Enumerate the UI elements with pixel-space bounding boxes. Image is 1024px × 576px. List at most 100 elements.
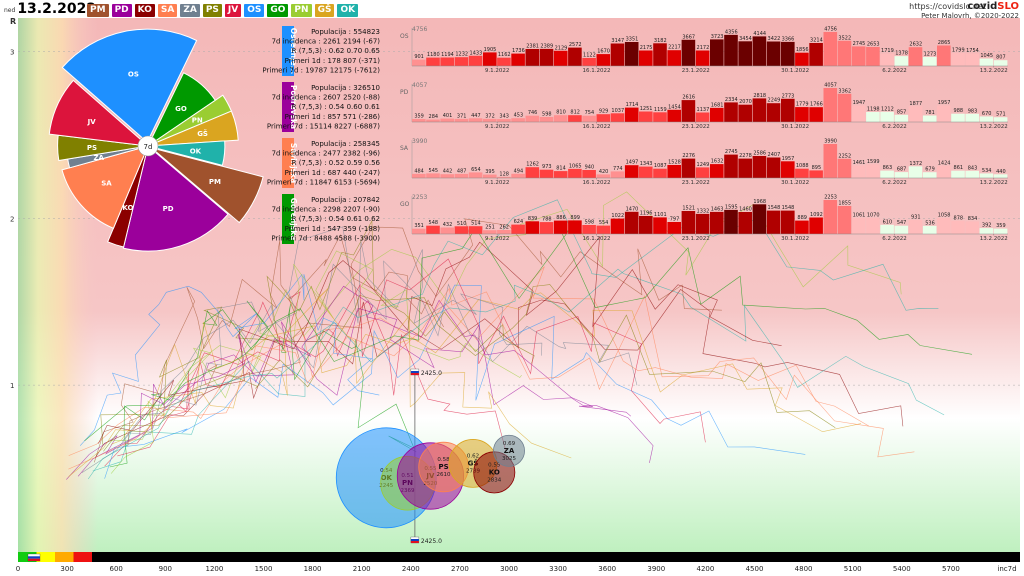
region-bar-label: 1262: [526, 162, 539, 168]
region-label: Osrednje...: [289, 28, 298, 75]
region-bar: [511, 53, 525, 66]
region-bar: [724, 154, 738, 178]
region-bar-label: 2217: [668, 45, 681, 51]
region-bar: [568, 220, 582, 234]
trajectory-line: [92, 268, 945, 472]
region-bar: [993, 228, 1008, 234]
region-bar: [937, 165, 951, 178]
legend-item-GŠ[interactable]: GŠ: [314, 4, 335, 17]
legend-item-PD[interactable]: PD: [111, 4, 132, 17]
region-bar-label: 1595: [725, 204, 738, 210]
region-bar: [610, 218, 625, 234]
region-date-label: 13.2.2022: [980, 68, 1008, 74]
region-bar-label: 2381: [526, 44, 539, 50]
region-bar: [937, 105, 951, 122]
region-stat: R (7,5,3) : 0.62 0.70 0.65: [292, 47, 380, 55]
region-bar-label: 1137: [697, 107, 710, 113]
site-url[interactable]: https://covidslo.net: [909, 2, 986, 11]
legend-item-PM[interactable]: PM: [87, 4, 109, 17]
region-bar-label: 3214: [810, 38, 823, 44]
region-bar-label: 598: [585, 220, 595, 226]
region-bar: [738, 212, 752, 234]
region-bar-label: 2252: [838, 153, 851, 159]
trajectory-line: [84, 227, 973, 442]
region-bar: [752, 36, 767, 66]
author-credit: Peter Malovrh, ©2020-2022: [921, 12, 1019, 20]
slovenia-flag-stripe: [410, 371, 419, 373]
pie-slice-label: GO: [175, 105, 187, 113]
region-bar-label: 4756: [824, 27, 837, 33]
bubble-code: ZA: [504, 447, 515, 455]
region-bar-label: 834: [968, 216, 978, 222]
region-bar: [454, 57, 469, 66]
region-bar-label: 2632: [909, 42, 922, 48]
trajectory-line: [103, 284, 836, 452]
region-bar-label: 1022: [611, 213, 624, 219]
region-bar: [823, 200, 838, 234]
y-tick-label: 3: [10, 48, 14, 56]
pie-slice-PD: [122, 145, 229, 252]
region-bar-label: 1521: [682, 206, 695, 212]
trajectory-line: [68, 287, 572, 477]
region-stat: 7d incidenca : 2477 2382 (-96): [272, 150, 381, 158]
legend-item-GO[interactable]: GO: [267, 4, 289, 17]
bubble-sub: 2789: [466, 468, 480, 474]
region-bar-label: 2175: [640, 45, 653, 51]
legend-item-OS[interactable]: OS: [244, 4, 265, 17]
region-bar: [525, 115, 540, 122]
region-bar: [412, 59, 426, 66]
region-bar: [610, 171, 625, 178]
region-bar: [738, 104, 752, 122]
region-bar-label: 812: [570, 110, 580, 116]
region-bar-label: 554: [599, 220, 609, 226]
bubble-value: 0.58: [437, 457, 450, 463]
region-bar: [979, 228, 994, 234]
legend-item-SA[interactable]: SA: [157, 4, 178, 17]
region-bar-label: 807: [996, 55, 1006, 61]
region-bar-label: 1087: [654, 163, 667, 169]
region-bar: [624, 165, 639, 178]
region-bar-label: 679: [925, 167, 935, 173]
region-bar: [738, 158, 752, 178]
region-bar: [866, 47, 880, 66]
region-date-label: 9.1.2022: [485, 124, 510, 130]
region-bar: [781, 41, 795, 66]
region-code: OS: [400, 33, 409, 40]
region-bar-label: 351: [414, 223, 424, 229]
region-bar-label: 2586: [753, 151, 766, 157]
region-bar: [681, 100, 696, 122]
region-date-label: 30.1.2022: [781, 68, 809, 74]
legend-item-KO[interactable]: KO: [134, 4, 155, 17]
region-bar-label: 3351: [626, 37, 639, 43]
legend-item-OK[interactable]: OK: [337, 4, 359, 17]
legend-item-PS[interactable]: PS: [202, 4, 222, 17]
region-bar-label: 3454: [739, 36, 752, 42]
region-bar-label: 284: [429, 114, 439, 120]
pie-slice-label: JV: [87, 118, 97, 126]
region-bar: [851, 46, 866, 66]
region-bar: [553, 220, 568, 234]
pie-slice-label: GŠ: [197, 129, 208, 138]
region-bar-label: 810: [556, 110, 566, 116]
region-bar-label: 1122: [583, 53, 596, 59]
region-label: Podravska: [289, 85, 298, 129]
legend-item-ZA[interactable]: ZA: [180, 4, 200, 17]
legend-item-PN[interactable]: PN: [291, 4, 312, 17]
region-bar: [951, 113, 965, 122]
region-bar-label: 1249: [697, 162, 710, 168]
region-bar-label: 1470: [626, 206, 639, 212]
legend-item-JV[interactable]: JV: [224, 4, 242, 17]
region-bar: [766, 41, 781, 66]
x-axis-scale-segment: [73, 552, 92, 562]
region-bar: [695, 112, 710, 122]
region-bar-label: 895: [812, 165, 822, 171]
region-bar-label: 654: [471, 167, 481, 173]
pie-slice-label: PN: [192, 116, 203, 124]
region-date-label: 16.1.2022: [583, 236, 611, 242]
region-bar-label: 931: [911, 215, 921, 221]
region-bar: [653, 168, 667, 178]
region-bar: [809, 43, 823, 66]
region-bar: [426, 225, 440, 234]
region-stat: R (7,5,3) : 0.54 0.61 0.62: [292, 215, 380, 223]
x-axis-bar: [18, 552, 1020, 562]
